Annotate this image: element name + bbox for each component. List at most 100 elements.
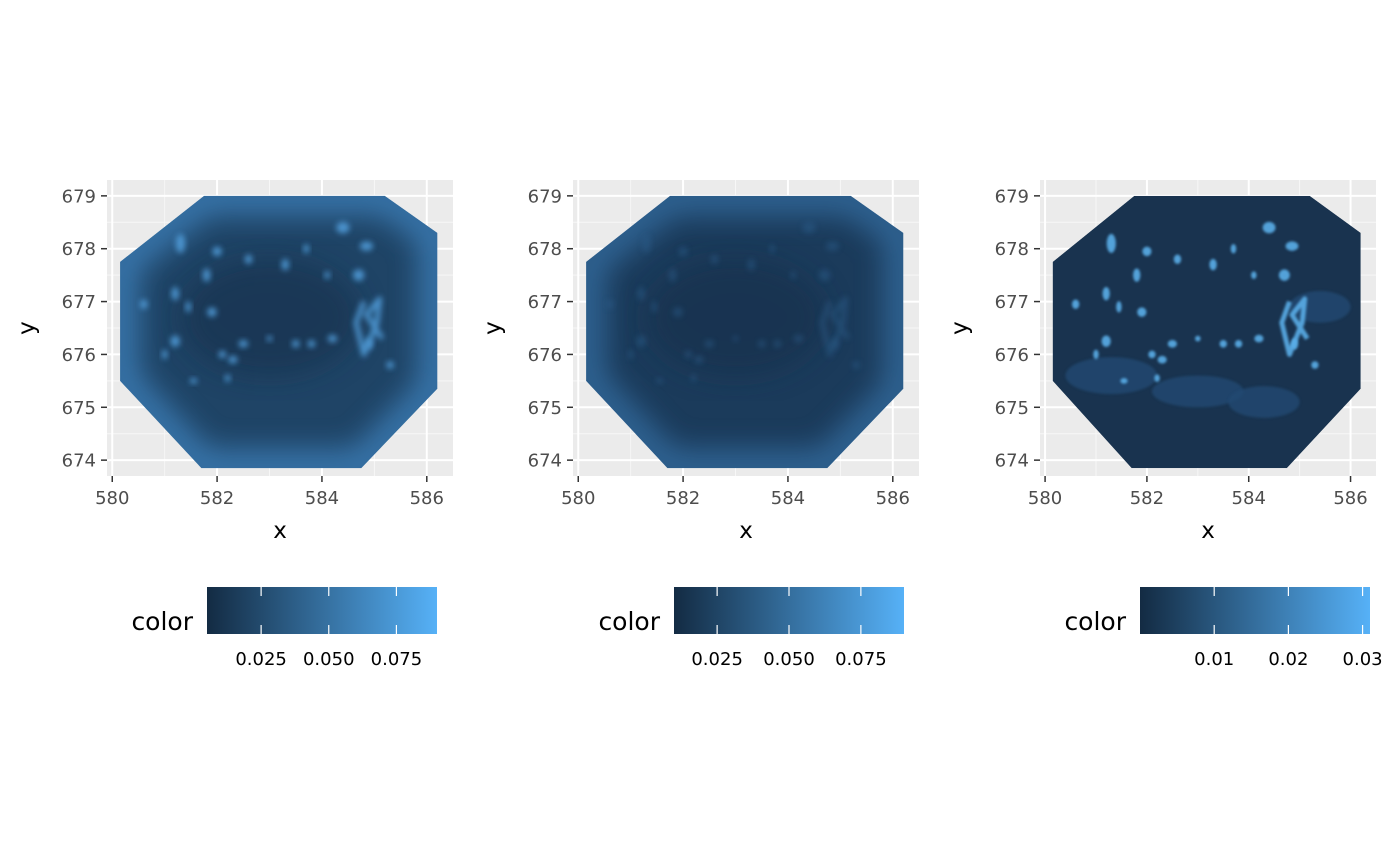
hotspot xyxy=(1154,374,1160,383)
hotspot xyxy=(1157,355,1167,364)
hotspot xyxy=(212,246,222,257)
hotspot xyxy=(732,335,739,342)
x-tick-label: 584 xyxy=(1232,488,1266,509)
x-tick-label: 582 xyxy=(200,488,234,509)
x-tick-label: 586 xyxy=(1333,488,1367,509)
hotspot xyxy=(627,349,634,360)
heatmap xyxy=(1052,195,1361,469)
heatmap-patch xyxy=(1152,375,1244,408)
y-tick-label: 678 xyxy=(62,239,96,260)
x-tick-label: 582 xyxy=(1130,488,1164,509)
hotspot xyxy=(266,335,273,342)
legend-title: color xyxy=(598,607,660,636)
hotspot xyxy=(1195,335,1201,342)
legend: 0.025 0.050 0.075 color xyxy=(598,587,904,670)
hotspot xyxy=(790,271,797,279)
hotspot xyxy=(244,254,253,265)
y-axis-title: y xyxy=(14,321,40,335)
legend-tick-label: 0.03 xyxy=(1343,649,1383,670)
hotspot xyxy=(668,268,677,282)
hotspot xyxy=(678,246,688,257)
hotspot xyxy=(224,374,231,383)
x-tick-label: 580 xyxy=(561,488,595,509)
legend: 0.01 0.02 0.03 color xyxy=(1064,587,1383,670)
hotspot xyxy=(1102,286,1110,301)
hotspot xyxy=(281,258,290,271)
hotspot xyxy=(171,286,179,301)
facet-panel-3: 580 582 584 586 674 675 676 677 678 679 x y 0.01 0.02… xyxy=(947,180,1383,670)
legend-tick-label: 0.01 xyxy=(1194,649,1234,670)
hotspot xyxy=(1071,299,1080,309)
hotspot xyxy=(238,340,249,348)
hotspot xyxy=(175,233,186,253)
y-tick-label: 677 xyxy=(528,292,562,313)
hotspot xyxy=(228,355,238,364)
x-axis-title: x xyxy=(739,518,753,544)
y-tick-label: 678 xyxy=(995,239,1029,260)
hotspot xyxy=(684,350,693,359)
hotspot xyxy=(189,378,198,384)
hotspot xyxy=(307,340,316,348)
y-tick-label: 675 xyxy=(995,398,1029,419)
heatmap xyxy=(120,195,438,469)
hotspot xyxy=(324,271,331,279)
x-axis-title: x xyxy=(1201,518,1215,544)
legend-tick-label: 0.050 xyxy=(763,649,815,670)
y-tick-label: 674 xyxy=(62,451,96,472)
hotspot xyxy=(694,355,704,364)
x-tick-label: 586 xyxy=(876,488,910,509)
x-tick-label: 580 xyxy=(95,488,129,509)
hotspot xyxy=(636,335,646,347)
hotspot xyxy=(352,269,365,281)
y-tick-label: 677 xyxy=(62,292,96,313)
hotspot xyxy=(1167,340,1177,348)
hotspot xyxy=(1106,233,1116,253)
hotspot xyxy=(170,335,180,347)
hotspot xyxy=(673,307,683,317)
hotspot xyxy=(773,340,782,348)
hotspot xyxy=(1173,254,1182,265)
hotspot xyxy=(1311,361,1319,369)
hotspot xyxy=(793,334,804,343)
hotspot xyxy=(704,340,715,348)
y-tick-label: 677 xyxy=(995,292,1029,313)
hotspot xyxy=(757,340,766,348)
y-tick-label: 679 xyxy=(995,186,1029,207)
legend-tick-label: 0.075 xyxy=(835,649,887,670)
hotspot xyxy=(1133,268,1141,282)
y-tick-label: 676 xyxy=(62,345,96,366)
legend: 0.025 0.050 0.075 color xyxy=(131,587,437,670)
hotspot xyxy=(637,286,645,301)
y-tick-label: 678 xyxy=(528,239,562,260)
hotspot xyxy=(207,307,217,317)
hotspot-track xyxy=(1279,296,1310,357)
hotspot xyxy=(690,374,697,383)
hotspot xyxy=(710,254,719,265)
hotspot xyxy=(327,334,338,343)
x-axis-title: x xyxy=(273,518,287,544)
hotspot xyxy=(802,221,816,234)
hotspot xyxy=(1285,241,1299,251)
legend-title: color xyxy=(131,607,193,636)
hotspot xyxy=(852,361,860,369)
x-tick-label: 580 xyxy=(1028,488,1062,509)
hotspot xyxy=(1142,246,1152,257)
hotspot xyxy=(1234,340,1243,348)
x-tick-label: 584 xyxy=(771,488,805,509)
hotspot xyxy=(139,299,148,309)
y-tick-label: 676 xyxy=(995,345,1029,366)
hotspot xyxy=(185,301,192,313)
heatmap-base xyxy=(1052,195,1361,469)
hotspot xyxy=(769,243,776,254)
hotspot xyxy=(1120,378,1128,384)
heatmap-patch xyxy=(1228,386,1300,418)
legend-tick-label: 0.025 xyxy=(235,649,287,670)
heatmap xyxy=(586,195,904,469)
hotspot xyxy=(747,258,756,271)
hotspot-track xyxy=(819,296,851,357)
legend-colorbar xyxy=(207,587,437,634)
legend-colorbar xyxy=(1140,587,1370,634)
hotspot xyxy=(359,241,374,251)
hotspot xyxy=(161,349,168,360)
